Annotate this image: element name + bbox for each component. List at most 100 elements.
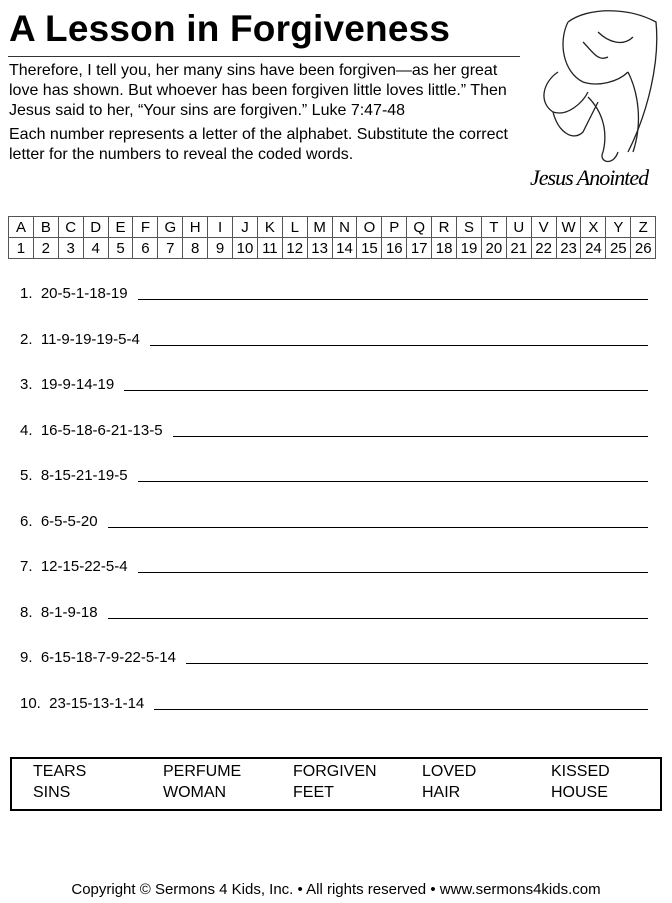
question-row: 7. 12-15-22-5-4 xyxy=(20,558,648,575)
code-number: 8 xyxy=(182,237,209,259)
code-letter: Z xyxy=(630,216,657,238)
word-bank-word: HAIR xyxy=(422,784,461,801)
code-letter: Y xyxy=(605,216,632,238)
code-letter: W xyxy=(555,216,582,238)
answer-line[interactable] xyxy=(137,571,648,573)
code-number: 20 xyxy=(480,237,507,259)
code-number: 5 xyxy=(107,237,134,259)
code-number: 6 xyxy=(132,237,159,259)
bible-verse: Therefore, I tell you, her many sins hav… xyxy=(9,62,507,119)
code-number: 14 xyxy=(331,237,358,259)
question-row: 3. 19-9-14-19 xyxy=(20,376,648,393)
title-divider xyxy=(8,56,520,57)
instructions: Each number represents a letter of the a… xyxy=(9,126,508,163)
code-letter: N xyxy=(331,216,358,238)
code-letter: P xyxy=(381,216,408,238)
code-number: 26 xyxy=(630,237,657,259)
question-row: 8. 8-1-9-18 xyxy=(20,604,648,621)
coded-word: 2. 11-9-19-19-5-4 xyxy=(20,330,140,348)
code-number: 1 xyxy=(8,237,34,259)
code-letter: C xyxy=(57,216,84,238)
code-letter: V xyxy=(530,216,557,238)
code-letter: O xyxy=(356,216,383,238)
code-letter: G xyxy=(157,216,184,238)
code-letter: L xyxy=(281,216,308,238)
coded-word: 4. 16-5-18-6-21-13-5 xyxy=(20,421,163,439)
code-letter: R xyxy=(431,216,458,238)
answer-line[interactable] xyxy=(137,298,648,300)
code-letter: K xyxy=(256,216,283,238)
code-number: 2 xyxy=(32,237,59,259)
answer-line[interactable] xyxy=(124,389,648,391)
word-bank-word: FEET xyxy=(293,784,334,801)
code-number: 23 xyxy=(555,237,582,259)
answer-line[interactable] xyxy=(185,662,648,664)
code-number: 3 xyxy=(57,237,84,259)
code-letter: T xyxy=(480,216,507,238)
word-bank-word: HOUSE xyxy=(551,784,608,801)
coded-word: 7. 12-15-22-5-4 xyxy=(20,558,128,575)
word-bank-word: TEARS xyxy=(33,763,87,780)
code-number: 21 xyxy=(505,237,532,259)
code-letter: S xyxy=(456,216,482,238)
numbers-row: 1 2 3 4 5 6 7 8 9 10 11 12 13 14 15 16 17 18 19 20 21 22 23 24 2… xyxy=(8,237,657,259)
word-bank-word: KISSED xyxy=(551,763,610,780)
word-bank-word: WOMAN xyxy=(163,784,227,801)
code-number: 12 xyxy=(281,237,308,259)
code-number: 17 xyxy=(406,237,433,259)
question-row: 9. 6-15-18-7-9-22-5-14 xyxy=(20,649,648,666)
code-letter: I xyxy=(207,216,234,238)
word-bank-word: SINS xyxy=(33,784,71,801)
copyright-footer: Copyright © Sermons 4 Kids, Inc. • All r… xyxy=(71,881,601,898)
question-row: 1. 20-5-1-18-19 xyxy=(20,285,648,302)
page-title: A Lesson in Forgiveness xyxy=(9,8,451,49)
question-row: 4. 16-5-18-6-21-13-5 xyxy=(20,422,648,439)
answer-line[interactable] xyxy=(107,526,648,528)
code-number: 24 xyxy=(580,237,607,259)
coded-word: 8. 8-1-9-18 xyxy=(20,603,98,621)
question-row: 5. 8-15-21-19-5 xyxy=(20,467,648,484)
code-letter: D xyxy=(82,216,109,238)
code-number: 15 xyxy=(356,237,383,259)
answer-line[interactable] xyxy=(149,344,648,346)
code-letter: A xyxy=(8,216,34,238)
code-letter: M xyxy=(306,216,333,238)
coded-word: 5. 8-15-21-19-5 xyxy=(20,467,128,484)
code-letter: X xyxy=(580,216,607,238)
code-number: 4 xyxy=(82,237,109,259)
code-number: 25 xyxy=(605,237,632,259)
code-letter: E xyxy=(107,216,134,238)
code-number: 19 xyxy=(456,237,482,259)
code-letter: F xyxy=(132,216,159,238)
coded-word: 3. 19-9-14-19 xyxy=(20,376,115,393)
word-bank-word: FORGIVEN xyxy=(293,763,377,780)
code-number: 22 xyxy=(530,237,557,259)
code-number: 16 xyxy=(381,237,408,259)
coded-word: 9. 6-15-18-7-9-22-5-14 xyxy=(20,649,176,666)
code-letter: Q xyxy=(406,216,433,238)
coded-word: 1. 20-5-1-18-19 xyxy=(20,285,128,302)
answer-line[interactable] xyxy=(137,480,648,482)
answer-line[interactable] xyxy=(107,617,648,619)
jesus-anointed-illustration-icon xyxy=(543,10,658,163)
answer-line[interactable] xyxy=(172,435,648,437)
code-letter: B xyxy=(32,216,59,238)
illustration-caption: Jesus Anointed xyxy=(530,165,649,190)
code-letter: J xyxy=(232,216,258,238)
code-number: 10 xyxy=(232,237,258,259)
word-bank: TEARS SINS PERFUME WOMAN FORGIVEN FEET LOVED HA… xyxy=(10,757,662,811)
word-bank-word: LOVED xyxy=(422,763,477,780)
code-letter: H xyxy=(182,216,209,238)
code-number: 7 xyxy=(157,237,184,259)
answer-line[interactable] xyxy=(154,708,648,710)
code-number: 13 xyxy=(306,237,333,259)
coded-word: 10. 23-15-13-1-14 xyxy=(20,694,145,712)
word-bank-word: PERFUME xyxy=(163,763,242,780)
code-number: 11 xyxy=(256,237,283,259)
question-row: 10. 23-15-13-1-14 xyxy=(20,695,648,712)
code-number: 9 xyxy=(207,237,234,259)
question-row: 6. 6-5-5-20 xyxy=(20,513,648,530)
